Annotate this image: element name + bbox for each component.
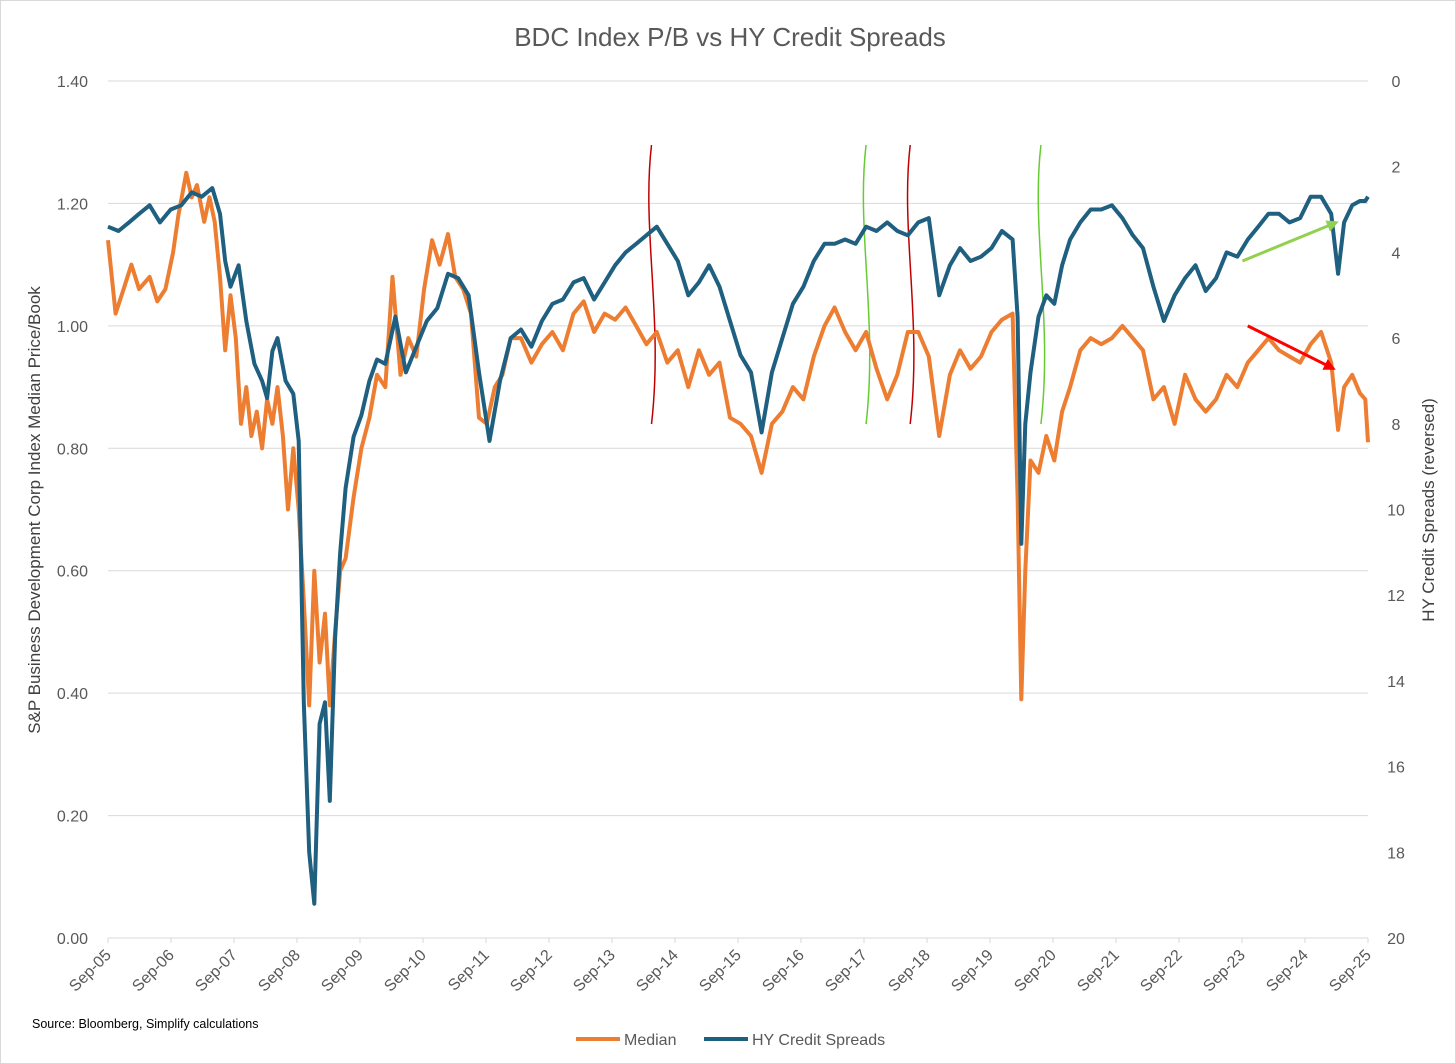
source-note: Source: Bloomberg, Simplify calculations — [32, 1017, 259, 1031]
y-tick-label: 0.40 — [57, 686, 88, 703]
annotation-vline — [906, 144, 915, 425]
left-axis-ticks: 0.00 0.20 0.40 0.60 0.80 1.00 1.20 1.40 — [57, 74, 88, 948]
left-axis-title: S&P Business Development Corp Index Medi… — [25, 286, 44, 734]
legend-label-median: Median — [624, 1032, 676, 1049]
annotation-vline — [648, 144, 656, 425]
legend-label-hy-credit-spreads: HY Credit Spreads — [752, 1032, 885, 1049]
y-tick-label: 0.00 — [57, 931, 88, 948]
y2-tick-label: 2 — [1392, 160, 1401, 177]
y-tick-label: 1.40 — [57, 74, 88, 91]
series-line-hy-credit-spreads — [107, 186, 1370, 906]
y2-tick-label: 4 — [1392, 245, 1401, 262]
annotations — [648, 144, 1046, 425]
legend: Median HY Credit Spreads — [576, 1032, 885, 1049]
right-axis-ticks: 0 2 4 6 8 10 12 14 16 18 20 — [1387, 74, 1405, 948]
y-tick-label: 1.00 — [57, 319, 88, 336]
y2-tick-label: 0 — [1392, 74, 1401, 91]
y2-tick-label: 12 — [1387, 588, 1405, 605]
y-tick-label: 0.20 — [57, 809, 88, 826]
y2-tick-label: 6 — [1392, 331, 1401, 348]
series-lines — [106, 170, 1370, 906]
y2-tick-label: 14 — [1387, 674, 1405, 691]
chart-title: BDC Index P/B vs HY Credit Spreads — [514, 22, 946, 52]
y-tick-label: 1.20 — [57, 196, 88, 213]
y-tick-label: 0.80 — [57, 441, 88, 458]
y2-tick-label: 18 — [1387, 845, 1405, 862]
right-axis-title: HY Credit Spreads (reversed) — [1419, 398, 1438, 622]
annotation-arrow — [1241, 220, 1339, 263]
series-line-median — [106, 170, 1370, 708]
annotation-arrows — [1241, 220, 1339, 371]
y-tick-label: 0.60 — [57, 564, 88, 581]
y2-tick-label: 20 — [1387, 931, 1405, 948]
annotation-vline — [1037, 144, 1046, 425]
y2-tick-label: 8 — [1392, 417, 1401, 434]
y2-tick-label: 10 — [1387, 503, 1405, 520]
annotation-arrow — [1247, 324, 1336, 371]
y2-tick-label: 16 — [1387, 760, 1405, 777]
annotation-vline — [862, 144, 871, 425]
